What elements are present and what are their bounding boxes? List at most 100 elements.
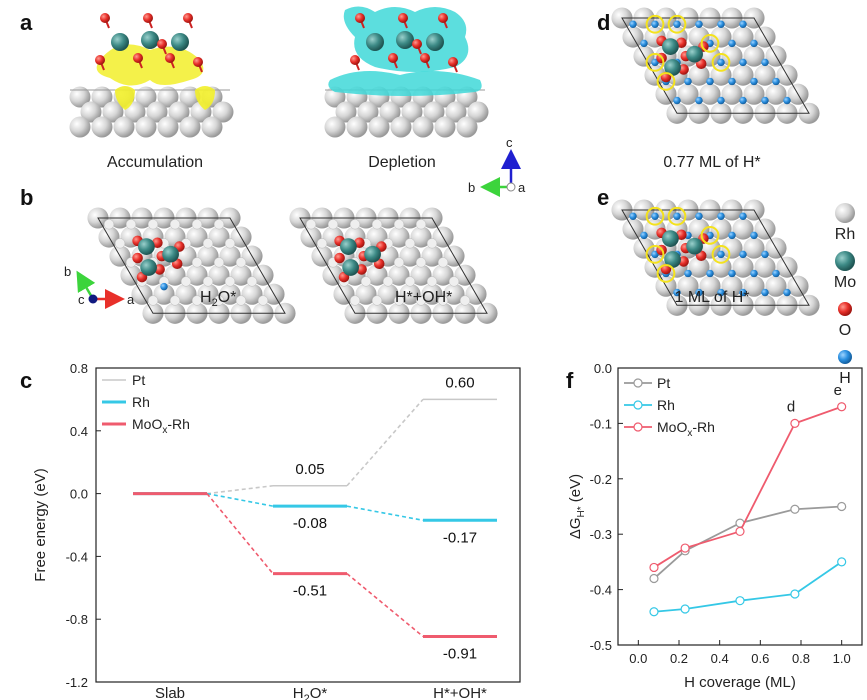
rh-atom <box>445 101 467 123</box>
x-tick-label: 0.2 <box>670 651 688 666</box>
legend-marker-moox <box>633 422 643 432</box>
hollow-site <box>404 238 416 249</box>
depletion-lobe <box>328 71 482 96</box>
rh-atom <box>721 83 743 105</box>
h-atom <box>684 77 692 86</box>
h-atom <box>695 212 703 221</box>
rh-atom <box>357 101 379 123</box>
rh-atom <box>432 264 454 286</box>
axis-b-label-2: b <box>64 264 71 279</box>
highlight-ring <box>667 206 687 226</box>
rh-atom <box>688 256 710 278</box>
h-atom <box>739 20 747 29</box>
hollow-site <box>213 219 225 230</box>
h-atom <box>651 250 659 259</box>
rh-atom <box>219 245 241 267</box>
rh-point <box>790 589 800 599</box>
unit-cell <box>621 209 810 306</box>
panel-letter-d: d <box>597 10 610 35</box>
panel-letter-e: e <box>597 185 609 210</box>
hollow-site <box>393 257 405 268</box>
rh-point <box>735 596 745 606</box>
hollow-site <box>169 295 181 306</box>
plot-frame <box>95 367 521 683</box>
free-energy-chart: 0.8 0.4 0.0 -0.4 -0.8 -1.2 Free energy (eV) Sla… <box>32 361 521 700</box>
depletion-label: Depletion <box>368 154 436 171</box>
accumulation-lobe <box>195 86 215 110</box>
rh-atom <box>754 256 776 278</box>
rh-atom <box>201 116 223 138</box>
highlight-ring <box>711 245 731 264</box>
rh-atom <box>241 283 263 305</box>
hollow-site <box>191 219 203 230</box>
hollow-site <box>426 276 438 287</box>
rh-point <box>649 607 659 617</box>
highlight-ring <box>700 33 720 53</box>
rh-atom <box>208 226 230 248</box>
h-atom <box>739 288 747 297</box>
mo-atom <box>140 259 157 276</box>
rh-atom <box>388 226 410 248</box>
hollow-site <box>114 238 126 249</box>
y-tick-label: 0.4 <box>70 424 88 439</box>
rh-atom <box>113 116 135 138</box>
coverage-1-caption: 1 ML of H* <box>675 289 750 306</box>
moox-connector <box>206 493 274 575</box>
moox-value-label: -0.91 <box>443 645 477 662</box>
o-atom <box>152 237 163 249</box>
category-h2o: H2O* <box>293 685 328 700</box>
rh-point <box>680 604 690 614</box>
rh-atom <box>443 283 465 305</box>
rh-atom <box>124 101 146 123</box>
y-tick-label: -0.2 <box>590 472 612 487</box>
h-atom <box>717 212 725 221</box>
h-oh-adsorption-topview <box>289 207 498 324</box>
h-atom <box>160 282 168 291</box>
mo-atom <box>664 251 681 268</box>
h2o-adsorption-topview <box>87 207 296 324</box>
mo-atom <box>364 245 381 263</box>
o-atom <box>388 53 398 63</box>
h-atom <box>695 288 703 297</box>
mo-atom <box>171 33 189 51</box>
h-atom <box>772 77 780 86</box>
hollow-site <box>305 219 317 230</box>
rh-atom <box>421 245 443 267</box>
rh-atom <box>412 116 434 138</box>
pt-point <box>837 501 847 512</box>
rh-atom <box>765 83 787 105</box>
atom-legend-label: H <box>839 370 851 387</box>
pt-point <box>790 504 800 514</box>
hollow-site <box>437 257 449 268</box>
rh-connector <box>206 492 274 507</box>
rh-atom <box>710 26 732 48</box>
y-tick-label: -0.3 <box>590 527 612 542</box>
axis-b-label: b <box>468 180 475 195</box>
legend-label-moox: MoOx-Rh <box>657 419 715 439</box>
h-atom <box>640 231 648 240</box>
o-atom <box>133 53 143 63</box>
o-atom <box>165 53 175 63</box>
rh-atom <box>135 116 157 138</box>
h-atom <box>717 288 725 297</box>
rh-atom <box>423 101 445 123</box>
o-atom <box>448 57 458 67</box>
panel-letter-f: f <box>566 368 574 393</box>
atom-legend-label: O <box>839 322 851 339</box>
atom-legend-label: Rh <box>835 226 855 243</box>
moox-point <box>680 543 690 553</box>
depletion-image <box>324 6 489 138</box>
hollow-site <box>224 238 236 249</box>
rh-atom <box>377 283 399 305</box>
moox-point <box>649 562 659 573</box>
hollow-site <box>415 295 427 306</box>
rh-atom <box>743 83 765 105</box>
rh-atom <box>677 275 699 297</box>
mo-atom <box>686 45 703 63</box>
moox-point <box>735 526 745 537</box>
rh-atom <box>421 283 443 305</box>
rh-atom <box>688 64 710 86</box>
hollow-site <box>371 219 383 230</box>
o-atom <box>412 39 422 49</box>
